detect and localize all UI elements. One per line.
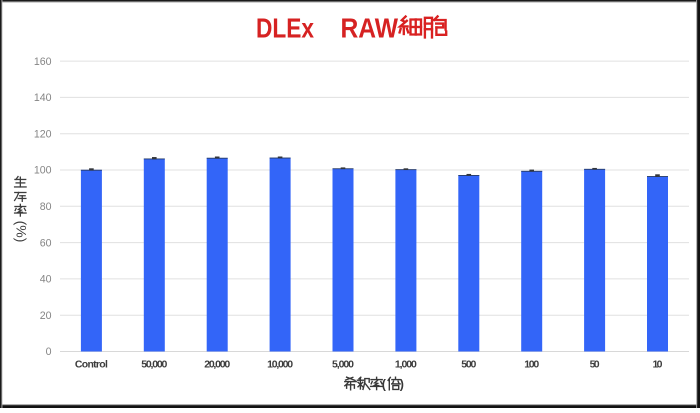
svg-text:(%): (%) (14, 221, 30, 243)
svg-text:(: ( (382, 377, 387, 391)
svg-text:0: 0 (46, 346, 52, 358)
svg-text:500: 500 (461, 359, 476, 371)
svg-text:20: 20 (40, 310, 52, 322)
svg-text:50,000: 50,000 (141, 359, 167, 371)
svg-text:40: 40 (40, 274, 52, 286)
svg-text:10: 10 (653, 359, 663, 371)
svg-text:80: 80 (40, 201, 52, 213)
svg-text:120: 120 (34, 128, 52, 140)
svg-text:1,000: 1,000 (395, 359, 417, 371)
svg-text:20,000: 20,000 (204, 359, 230, 371)
svg-text:5,000: 5,000 (332, 359, 354, 371)
svg-text:160: 160 (34, 56, 52, 68)
svg-text:): ) (400, 377, 404, 391)
svg-text:100: 100 (34, 165, 52, 177)
svg-text:10,000: 10,000 (267, 359, 293, 371)
svg-text:50: 50 (590, 359, 600, 371)
svg-text:Control: Control (75, 359, 108, 371)
svg-text:DLEx: DLEx (256, 13, 315, 44)
svg-text:100: 100 (524, 359, 539, 371)
svg-text:60: 60 (40, 237, 52, 249)
svg-text:140: 140 (34, 92, 52, 104)
svg-text:RAW: RAW (341, 13, 399, 44)
